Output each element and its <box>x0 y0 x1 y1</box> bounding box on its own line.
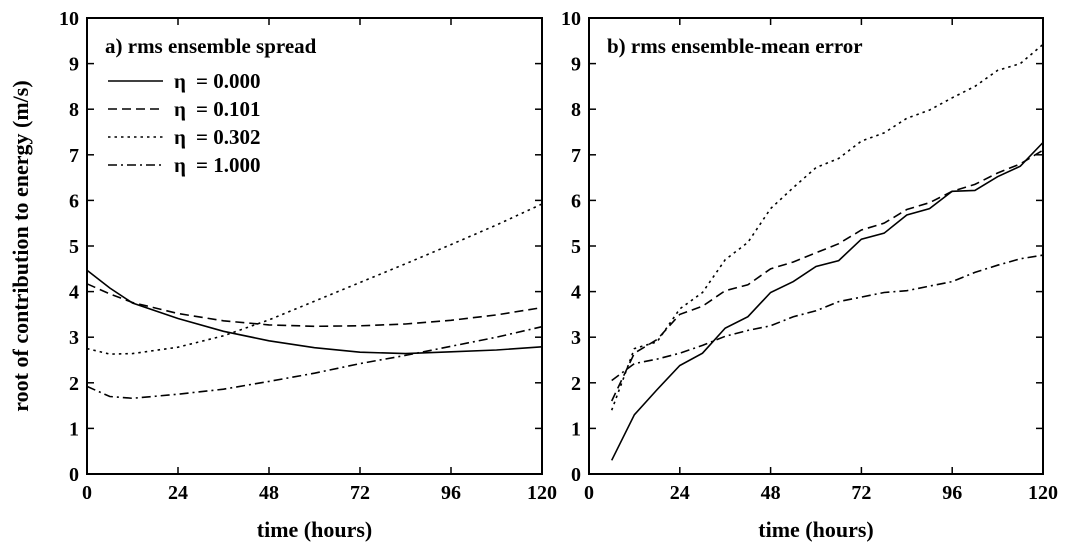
legend-symbol: η <box>174 125 186 149</box>
y-tick-label: 8 <box>571 99 581 121</box>
legend-label: = 0.000 <box>196 69 260 93</box>
y-tick-label: 6 <box>571 190 581 212</box>
x-tick-label: 24 <box>168 482 188 504</box>
legend-symbol: η <box>174 97 186 121</box>
x-axis-label: time (hours) <box>758 517 873 542</box>
series-line-dashed <box>86 283 543 328</box>
x-tick-label: 48 <box>761 482 781 504</box>
x-tick-label: 48 <box>259 482 279 504</box>
y-tick-label: 2 <box>69 373 79 395</box>
y-tick-label: 9 <box>571 54 581 76</box>
y-tick-label: 5 <box>69 236 79 258</box>
legend-label: = 0.302 <box>196 125 260 149</box>
y-axis-label: root of contribution to energy (m/s) <box>8 80 33 411</box>
x-tick-label: 72 <box>851 482 871 504</box>
panel-title: a) rms ensemble spread <box>105 34 317 58</box>
x-tick-label: 0 <box>82 482 92 504</box>
x-tick-label: 96 <box>441 482 461 504</box>
series-line-dashed <box>610 149 1044 402</box>
series-line-dotted <box>610 43 1044 411</box>
y-tick-label: 6 <box>69 190 79 212</box>
y-tick-label: 7 <box>571 145 581 167</box>
y-tick-label: 9 <box>69 54 79 76</box>
series-line-dotted <box>86 203 543 355</box>
y-tick-label: 8 <box>69 99 79 121</box>
legend-label: = 0.101 <box>196 97 260 121</box>
series-line-dashdot <box>611 254 1044 382</box>
y-tick-label: 2 <box>571 373 581 395</box>
x-tick-label: 120 <box>527 482 557 504</box>
y-tick-label: 10 <box>59 8 79 30</box>
x-axis-label: time (hours) <box>257 517 372 542</box>
legend-symbol: η <box>174 69 186 93</box>
y-tick-label: 7 <box>69 145 79 167</box>
x-tick-label: 72 <box>350 482 370 504</box>
x-tick-label: 96 <box>942 482 962 504</box>
y-tick-label: 10 <box>561 8 581 30</box>
panel-title: b) rms ensemble-mean error <box>607 34 863 58</box>
y-tick-label: 1 <box>571 418 581 440</box>
y-tick-label: 0 <box>571 464 581 486</box>
y-tick-label: 3 <box>69 327 79 349</box>
y-tick-label: 0 <box>69 464 79 486</box>
series-line-solid <box>610 141 1044 461</box>
y-tick-label: 3 <box>571 327 581 349</box>
legend-symbol: η <box>174 153 186 177</box>
y-tick-label: 4 <box>69 282 79 304</box>
series-line-dashdot <box>86 325 543 400</box>
y-tick-label: 5 <box>571 236 581 258</box>
x-tick-label: 24 <box>670 482 690 504</box>
plot-frame-a <box>86 17 543 475</box>
y-tick-label: 1 <box>69 418 79 440</box>
x-tick-label: 120 <box>1028 482 1058 504</box>
y-tick-label: 4 <box>571 282 581 304</box>
x-tick-label: 0 <box>584 482 594 504</box>
legend-label: = 1.000 <box>196 153 260 177</box>
